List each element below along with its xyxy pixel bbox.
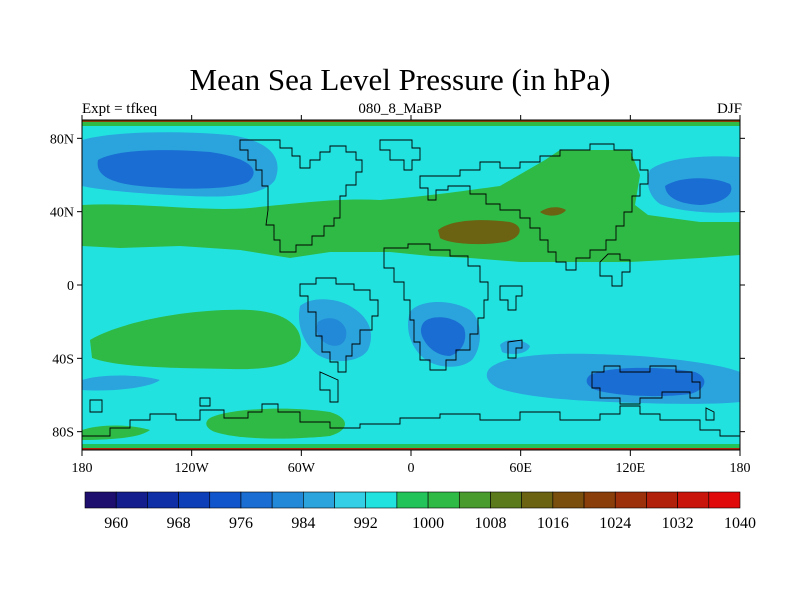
east-africa-low-patch (500, 339, 530, 354)
coast-south-asia (599, 253, 631, 287)
colorbar-swatch (583, 491, 616, 509)
y-tick-label: 40S (52, 352, 74, 367)
x-tick-label: 120E (616, 461, 646, 476)
y-tick-label: 80N (50, 132, 74, 147)
colorbar-swatch (271, 491, 304, 509)
southern-ocean-low-core (586, 367, 705, 397)
colorbar-label: 968 (167, 515, 191, 532)
colorbar-swatch (490, 491, 522, 509)
subtropical-high-belt (82, 150, 740, 262)
colorbar-swatch (646, 491, 678, 509)
x-tick-label: 60W (288, 461, 316, 476)
x-tick-label: 60E (509, 461, 532, 476)
continent-outlines (82, 139, 740, 437)
colorbar-label: 1000 (412, 515, 444, 532)
coast-greenland (379, 139, 421, 171)
colorbar-swatch (303, 491, 335, 509)
coast-australia (591, 365, 701, 405)
colorbar-swatch (552, 491, 585, 509)
colorbar-label: 1032 (662, 515, 694, 532)
coast-madagascar (507, 339, 523, 359)
colorbar-label: 984 (291, 515, 315, 532)
x-tick-label: 120W (175, 461, 210, 476)
y-tick-label: 0 (67, 279, 74, 294)
south-atlantic-low-patch (82, 375, 160, 391)
x-tick-label: 180 (730, 461, 751, 476)
north-polar-band (82, 120, 740, 126)
coast-south-america-tip (319, 371, 339, 403)
colorbar-swatch (334, 491, 367, 509)
x-tick-label: 180 (72, 461, 93, 476)
experiment-label: Expt = tfkeq (82, 101, 158, 117)
coast-antarctic-islands (89, 397, 211, 413)
antarctic-high-west (206, 408, 345, 439)
colorbar-swatch (677, 491, 710, 509)
south-pacific-high (90, 309, 301, 370)
colorbar-swatch (209, 491, 242, 509)
map-field (82, 120, 740, 450)
longitude-axis: 180 120W 60W 0 60E 120E 180 (72, 115, 751, 476)
period-label: 080_8_MaBP (358, 101, 442, 117)
south-america-low-core (316, 318, 347, 346)
colorbar-label: 992 (354, 515, 378, 532)
x-tick-label: 0 (408, 461, 415, 476)
coast-north-america (239, 139, 363, 253)
coast-eurasia (419, 143, 649, 271)
colorbar-swatch (365, 491, 398, 509)
colorbar-swatch (614, 491, 647, 509)
south-edge-strip (82, 448, 740, 450)
chart-title: Mean Sea Level Pressure (in hPa) (189, 62, 611, 97)
colorbar-swatch (84, 491, 117, 509)
asian-high-core (438, 220, 520, 245)
coast-africa (383, 243, 489, 371)
colorbar-swatch (458, 491, 491, 509)
coast-india (499, 285, 523, 311)
colorbar-swatch (521, 491, 554, 509)
colorbar-label: 1016 (537, 515, 569, 532)
colorbar-label: 1040 (724, 515, 756, 532)
colorbar: 960 968 976 984 992 1000 1008 1016 1024 1032 1040 (84, 491, 756, 532)
colorbar-swatch (178, 491, 211, 509)
colorbar-swatch (115, 491, 148, 509)
colorbar-swatch (240, 491, 273, 509)
northwest-pacific-low-core (665, 178, 732, 205)
coast-antarctica (82, 403, 740, 437)
y-tick-label: 80S (52, 426, 74, 441)
south-polar-band (82, 444, 740, 450)
colorbar-swatch (708, 491, 741, 509)
colorbar-swatch (147, 491, 179, 509)
coast-new-zealand (705, 407, 715, 421)
colorbar-label: 1024 (599, 515, 631, 532)
colorbar-label: 1008 (474, 515, 506, 532)
north-edge-strip (82, 120, 740, 122)
colorbar-label: 976 (229, 515, 253, 532)
latitude-axis: 80N 40N 0 40S 80S (50, 132, 745, 441)
colorbar-swatch (427, 491, 460, 509)
south-africa-low-core (420, 317, 466, 356)
season-label: DJF (716, 101, 742, 117)
asian-high-core-east (540, 207, 566, 216)
north-pacific-low-core (97, 150, 254, 189)
y-tick-label: 40N (50, 206, 74, 221)
colorbar-label: 960 (104, 515, 128, 532)
coast-south-america (299, 277, 379, 373)
colorbar-swatch (396, 491, 429, 509)
